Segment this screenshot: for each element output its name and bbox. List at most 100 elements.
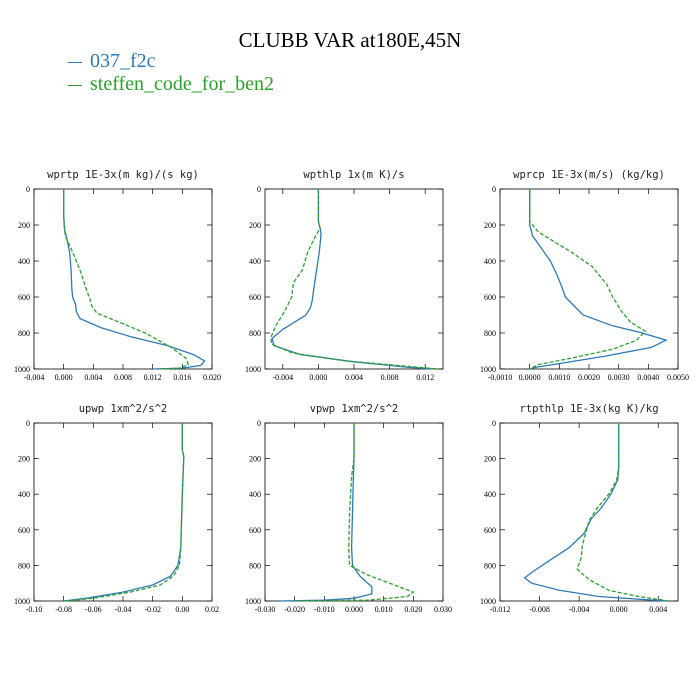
panel-1: wprtp 1E-3x(m kg)/(s kg) -0.004 0.000 0.004…	[14, 169, 221, 382]
legend-label-steffen: steffen_code_for_ben2	[90, 73, 275, 95]
y-tick-label: 1000	[245, 597, 261, 606]
x-tick-label: -0.0010	[488, 373, 513, 382]
x-tick-label: 0.012	[144, 373, 162, 382]
x-tick-label: 0.0010	[548, 373, 570, 382]
y-tick-label: 0	[257, 185, 261, 194]
legend-entry-steffen: steffen_code_for_ben2	[68, 73, 274, 96]
panel-title: wprcp 1E-3x(m/s) (kg/kg)	[513, 169, 665, 181]
y-tick-label: 200	[18, 221, 30, 230]
x-tick-label: -0.010	[314, 605, 335, 614]
y-tick-label: 1000	[245, 365, 261, 374]
panel-title: wpthlp 1x(m K)/s	[303, 169, 404, 181]
x-tick-label: 0.016	[173, 373, 191, 382]
panel-6: rtpthlp 1E-3x(kg K)/kg -0.012 -0.008 -0.004…	[480, 403, 679, 614]
panel-frame	[33, 422, 213, 602]
x-tick-label: -0.012	[490, 605, 511, 614]
panel-frame	[499, 422, 679, 602]
x-tick-label: 0.0020	[578, 373, 600, 382]
y-tick-label: 200	[249, 455, 261, 464]
page-title: CLUBB VAR at180E,45N	[238, 28, 462, 52]
x-tick-label: 0.0000	[519, 373, 541, 382]
y-tick-label: 400	[18, 257, 30, 266]
x-tick-label: -0.020	[284, 605, 305, 614]
y-tick-label: 800	[484, 329, 496, 338]
y-tick-label: 200	[484, 221, 496, 230]
y-tick-label: 200	[249, 221, 261, 230]
series-line-steffen	[529, 189, 647, 370]
y-tick-label: 0	[492, 185, 496, 194]
x-tick-label: 0.004	[345, 373, 363, 382]
legend-label-037-f2c: 037_f2c	[90, 50, 156, 72]
x-tick-label: -0.02	[144, 605, 161, 614]
series-line-steffen	[63, 189, 190, 370]
series-line-037-f2c	[279, 423, 373, 602]
y-tick-label: 600	[249, 526, 261, 535]
panel-frame	[499, 188, 679, 370]
x-tick-label: 0.004	[84, 373, 102, 382]
y-tick-label: 600	[484, 293, 496, 302]
panel-title: wprtp 1E-3x(m kg)/(s kg)	[47, 169, 199, 181]
legend-swatch-steffen	[68, 85, 82, 86]
panel-5: vpwp 1xm^2/s^2 -0.030 -0.020 -0.010 0.000 0.0…	[245, 403, 452, 614]
x-tick-label: -0.08	[55, 605, 72, 614]
y-tick-label: 600	[484, 526, 496, 535]
y-tick-label: 600	[249, 293, 261, 302]
panel-title: rtpthlp 1E-3x(kg K)/kg	[519, 403, 658, 415]
y-tick-label: 200	[484, 455, 496, 464]
y-tick-label: 800	[18, 329, 30, 338]
series-line-steffen	[270, 189, 439, 370]
x-tick-label: -0.10	[26, 605, 43, 614]
series-line-037-f2c	[529, 189, 668, 370]
series-line-037-f2c	[271, 189, 435, 370]
x-tick-label: 0.020	[203, 373, 221, 382]
x-tick-label: 0.012	[416, 373, 434, 382]
series-line-steffen	[294, 423, 415, 602]
x-tick-label: 0.020	[404, 605, 422, 614]
panel-3: wprcp 1E-3x(m/s) (kg/kg) -0.0010 0.0000 0.0…	[480, 169, 689, 382]
y-tick-label: 1000	[480, 597, 496, 606]
x-tick-label: 0.000	[55, 373, 73, 382]
legend: 037_f2c steffen_code_for_ben2	[68, 50, 274, 96]
x-tick-label: -0.004	[569, 605, 590, 614]
y-tick-label: 800	[18, 561, 30, 570]
x-tick-label: -0.030	[255, 605, 276, 614]
y-tick-label: 0	[26, 419, 30, 428]
series-line-037-f2c	[63, 189, 206, 370]
x-tick-label: -0.06	[85, 605, 102, 614]
panel-frame	[264, 188, 444, 370]
y-tick-label: 0	[492, 419, 496, 428]
x-tick-label: -0.004	[272, 373, 293, 382]
x-tick-label: 0.0030	[608, 373, 630, 382]
y-tick-label: 400	[484, 257, 496, 266]
series-line-steffen	[576, 423, 669, 602]
y-tick-label: 400	[484, 490, 496, 499]
series-line-037-f2c	[63, 423, 185, 602]
x-tick-label: 0.02	[205, 605, 219, 614]
x-tick-label: 0.0040	[637, 373, 659, 382]
x-tick-label: 0.0050	[667, 373, 689, 382]
x-tick-label: 0.00	[175, 605, 189, 614]
x-tick-label: 0.010	[375, 605, 393, 614]
x-tick-label: -0.04	[115, 605, 132, 614]
x-tick-label: 0.000	[345, 605, 363, 614]
panel-title: vpwp 1xm^2/s^2	[310, 403, 399, 415]
panel-frame	[33, 188, 213, 370]
x-tick-label: 0.008	[114, 373, 132, 382]
series-line-steffen	[63, 423, 185, 602]
y-tick-label: 400	[249, 257, 261, 266]
panel-2: wpthlp 1x(m K)/s -0.004 0.000 0.004 0.008 0.0…	[245, 169, 444, 382]
panel-title: upwp 1xm^2/s^2	[79, 403, 168, 415]
x-tick-label: 0.000	[610, 605, 628, 614]
panel-4: upwp 1xm^2/s^2 -0.10 -0.08 -0.06 -0.04 -0.02 0…	[14, 403, 219, 614]
x-tick-label: -0.008	[529, 605, 550, 614]
y-tick-label: 600	[18, 526, 30, 535]
x-tick-label: -0.004	[24, 373, 45, 382]
x-tick-label: 0.008	[381, 373, 399, 382]
legend-swatch-037-f2c	[68, 62, 82, 63]
y-tick-label: 1000	[480, 365, 496, 374]
legend-entry-037-f2c: 037_f2c	[68, 50, 274, 73]
y-tick-label: 1000	[14, 597, 30, 606]
y-tick-label: 600	[18, 293, 30, 302]
x-tick-label: 0.000	[309, 373, 327, 382]
